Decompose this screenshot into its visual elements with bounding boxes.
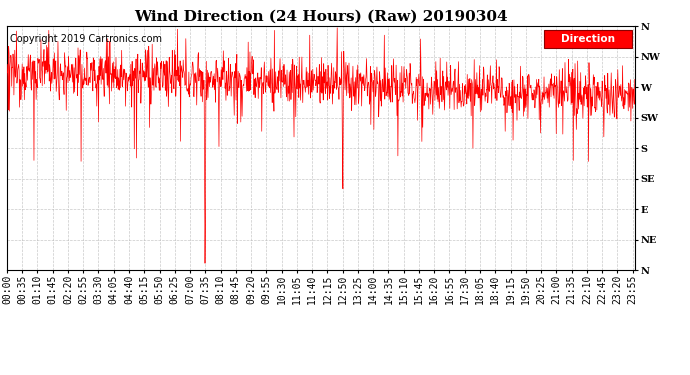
Text: Direction: Direction <box>561 34 615 44</box>
Text: Copyright 2019 Cartronics.com: Copyright 2019 Cartronics.com <box>10 34 162 44</box>
Title: Wind Direction (24 Hours) (Raw) 20190304: Wind Direction (24 Hours) (Raw) 20190304 <box>134 10 508 24</box>
FancyBboxPatch shape <box>544 30 631 48</box>
